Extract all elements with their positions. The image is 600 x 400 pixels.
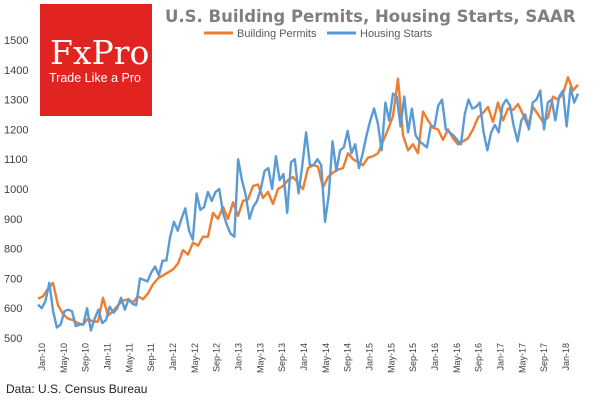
x-tick-label: Jan-15 bbox=[365, 343, 375, 371]
logo-background bbox=[40, 4, 152, 116]
y-axis: 500 600 700 800 900 1000 1100 1200 1300 1400 1500 bbox=[4, 35, 28, 345]
y-tick-label: 500 bbox=[4, 333, 22, 345]
x-tick-label: Sep-14 bbox=[343, 343, 353, 372]
y-tick-label: 900 bbox=[4, 214, 22, 226]
x-tick-label: Sep-12 bbox=[212, 343, 222, 372]
y-tick-label: 1200 bbox=[4, 124, 28, 136]
x-axis: Jan-10 May-10 Sep-10 Jan-11 May-11 Sep-11 Jan-… bbox=[37, 343, 571, 373]
x-tick-label: Jan-11 bbox=[103, 343, 113, 370]
x-tick-label: Jan-13 bbox=[234, 343, 244, 371]
x-tick-label: May-14 bbox=[321, 343, 331, 373]
y-tick-label: 1500 bbox=[4, 35, 28, 47]
x-tick-label: Jan-14 bbox=[299, 343, 309, 371]
x-tick-label: Jan-17 bbox=[496, 343, 506, 371]
x-tick-label: May-16 bbox=[452, 343, 462, 373]
x-tick-label: Sep-15 bbox=[408, 343, 418, 372]
x-tick-label: Sep-16 bbox=[474, 343, 484, 372]
fxpro-logo: FxPro Trade Like a Pro bbox=[40, 4, 152, 116]
x-tick-label: May-13 bbox=[255, 343, 265, 373]
x-tick-label: Jan-12 bbox=[168, 343, 178, 371]
plot-area bbox=[37, 76, 580, 332]
legend-label-building-permits: Building Permits bbox=[237, 28, 317, 40]
x-tick-label: May-12 bbox=[190, 343, 200, 373]
logo-brand: FxPro bbox=[50, 33, 149, 72]
y-tick-label: 700 bbox=[4, 273, 22, 285]
x-tick-label: May-10 bbox=[59, 343, 69, 373]
x-tick-label: May-17 bbox=[517, 343, 527, 373]
y-tick-label: 1000 bbox=[4, 184, 28, 196]
y-tick-label: 800 bbox=[4, 244, 22, 256]
x-tick-label: Sep-10 bbox=[81, 343, 91, 372]
x-tick-label: Sep-17 bbox=[539, 343, 549, 372]
source-note: Data: U.S. Census Bureau bbox=[6, 382, 147, 396]
x-tick-label: May-11 bbox=[124, 343, 134, 372]
series-line-housing-starts bbox=[37, 86, 580, 332]
chart-title: U.S. Building Permits, Housing Starts, S… bbox=[165, 7, 576, 26]
x-tick-label: May-15 bbox=[386, 343, 396, 373]
y-tick-label: 1100 bbox=[4, 154, 28, 166]
y-tick-label: 600 bbox=[4, 303, 22, 315]
legend-label-housing-starts: Housing Starts bbox=[360, 28, 433, 40]
x-tick-label: Jan-16 bbox=[430, 343, 440, 371]
y-tick-label: 1400 bbox=[4, 65, 28, 77]
x-tick-label: Jan-10 bbox=[37, 343, 47, 371]
x-tick-label: Sep-11 bbox=[146, 343, 156, 371]
logo-tagline: Trade Like a Pro bbox=[49, 71, 141, 85]
x-tick-label: Jan-18 bbox=[561, 343, 571, 371]
x-tick-label: Sep-13 bbox=[277, 343, 287, 372]
y-tick-label: 1300 bbox=[4, 95, 28, 107]
legend: Building Permits Housing Starts bbox=[204, 28, 433, 40]
